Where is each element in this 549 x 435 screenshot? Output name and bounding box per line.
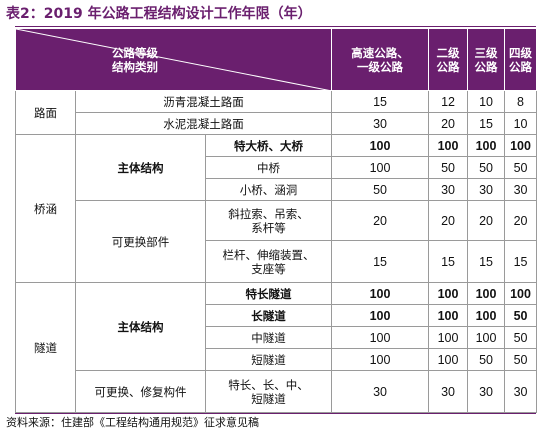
row-item: 栏杆、伸缩装置、 支座等 xyxy=(204,240,333,283)
col-header-class2: 二级 公路 xyxy=(428,28,469,91)
row-item: 斜拉索、吊索、 系杆等 xyxy=(204,200,333,241)
corner-top-label: 公路等级 xyxy=(112,45,158,60)
table-title: 表2：2019 年公路工程结构设计工作年限（年） xyxy=(6,6,312,22)
group-bridge: 桥涵 xyxy=(15,134,76,283)
row-item: 中隧道 xyxy=(204,326,333,349)
row-item: 短隧道 xyxy=(204,348,333,371)
row-item: 特长、长、中、 短隧道 xyxy=(204,370,333,413)
table-row: 栏杆、伸缩装置、 支座等 15 15 15 15 xyxy=(16,240,538,283)
col-header-class3: 三级 公路 xyxy=(467,28,506,91)
table-row: 可更换、修复构件 特长、长、中、 短隧道 30 30 30 30 xyxy=(16,370,538,413)
diagonal-line xyxy=(16,29,327,90)
row-item: 中桥 xyxy=(204,156,333,179)
subgroup-bridge-main: 主体结构 xyxy=(75,134,206,201)
table-row: 桥涵 主体结构 特大桥、大桥 100 100 100 100 xyxy=(15,134,538,283)
row-item: 特大桥、大桥 xyxy=(204,134,333,157)
header-row: 公路等级 结构类别 高速公路、 一级公路 二级 公路 三级 公路 四级 公路 xyxy=(14,28,538,91)
subgroup-tunnel-replaceable: 可更换、修复构件 xyxy=(75,370,206,413)
table-row: 隧道 主体结构 特长隧道 100 100 100 100 xyxy=(15,282,538,413)
row-item: 沥青混凝土路面 xyxy=(74,90,333,113)
group-tunnel: 隧道 xyxy=(15,282,76,413)
corner-header: 公路等级 结构类别 xyxy=(14,28,333,91)
table-row: 可更换部件 斜拉索、吊索、 系杆等 20 20 20 20 xyxy=(16,200,538,283)
corner-bottom-label: 结构类别 xyxy=(112,59,158,74)
subgroup-bridge-replaceable: 可更换部件 xyxy=(75,200,206,283)
col-header-highway: 高速公路、 一级公路 xyxy=(331,28,430,91)
col-header-class4: 四级 公路 xyxy=(504,28,538,91)
table-row: 长隧道 100 100 100 50 xyxy=(16,304,538,327)
group-road: 路面 xyxy=(15,90,76,135)
subgroup-tunnel-main: 主体结构 xyxy=(75,282,206,371)
table-row: 路面 沥青混凝土路面 15 12 10 8 xyxy=(15,90,538,135)
table-row: 中隧道 100 100 100 50 xyxy=(16,326,538,349)
table-row: 小桥、涵洞 50 30 30 30 xyxy=(16,178,538,201)
row-item: 长隧道 xyxy=(204,304,333,327)
row-item: 水泥混凝土路面 xyxy=(74,112,333,135)
row-item: 特长隧道 xyxy=(204,282,333,305)
title-rule xyxy=(15,26,536,27)
source-note: 资料来源：住建部《工程结构通用规范》征求意见稿 xyxy=(6,416,259,429)
row-item: 小桥、涵洞 xyxy=(204,178,333,201)
service-life-table: 公路等级 结构类别 高速公路、 一级公路 二级 公路 三级 公路 四级 公路 xyxy=(14,28,538,413)
table-row: 水泥混凝土路面 30 20 15 10 xyxy=(16,112,538,135)
bottom-rule xyxy=(15,413,536,414)
